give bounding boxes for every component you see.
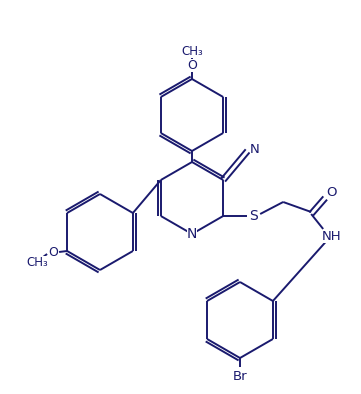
Text: Br: Br bbox=[233, 370, 247, 383]
Text: O: O bbox=[48, 245, 58, 258]
Text: CH₃: CH₃ bbox=[181, 45, 203, 58]
Text: N: N bbox=[250, 143, 260, 156]
Text: CH₃: CH₃ bbox=[26, 255, 48, 268]
Text: S: S bbox=[249, 209, 257, 223]
Text: NH: NH bbox=[321, 229, 341, 242]
Text: O: O bbox=[187, 58, 197, 71]
Text: O: O bbox=[326, 186, 336, 199]
Text: N: N bbox=[187, 227, 197, 241]
